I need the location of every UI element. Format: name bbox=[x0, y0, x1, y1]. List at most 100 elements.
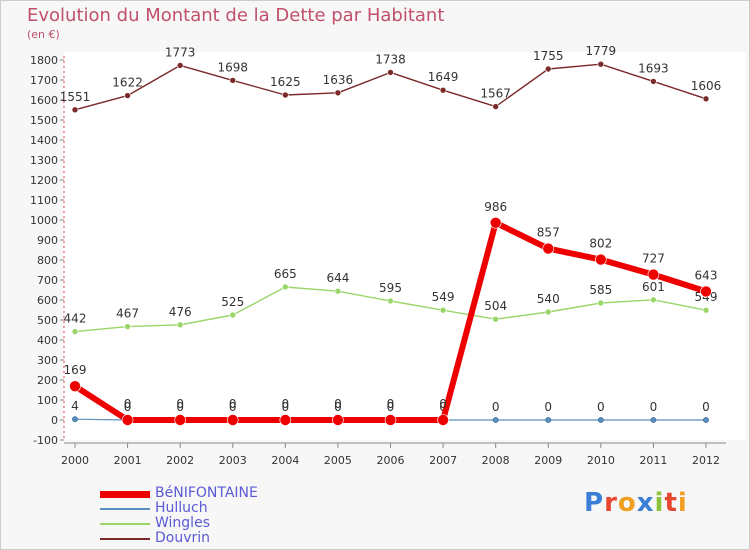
data-label: 504 bbox=[484, 299, 507, 313]
x-tick-label: 2008 bbox=[482, 454, 510, 467]
y-tick-label: 1800 bbox=[30, 54, 58, 67]
data-point bbox=[279, 414, 292, 426]
data-label: 1551 bbox=[60, 90, 91, 104]
data-label: 1636 bbox=[323, 73, 354, 87]
y-tick-label: -100 bbox=[33, 434, 58, 447]
y-tick-label: 700 bbox=[37, 274, 58, 287]
y-tick-label: 300 bbox=[37, 354, 58, 367]
data-point bbox=[124, 323, 131, 330]
y-tick-label: 1200 bbox=[30, 174, 58, 187]
data-label: 0 bbox=[176, 400, 184, 414]
y-tick-label: 1300 bbox=[30, 154, 58, 167]
y-tick-label: 1100 bbox=[30, 194, 58, 207]
y-tick-label: 200 bbox=[37, 374, 58, 387]
data-label: 0 bbox=[544, 400, 552, 414]
data-label: 1606 bbox=[691, 79, 722, 93]
y-tick-label: 500 bbox=[37, 314, 58, 327]
data-label: 0 bbox=[124, 397, 132, 411]
logo-letter: t bbox=[664, 488, 678, 518]
data-label: 0 bbox=[176, 397, 184, 411]
data-label: 802 bbox=[589, 237, 612, 251]
data-point bbox=[384, 414, 397, 426]
data-label: 0 bbox=[702, 400, 710, 414]
data-label: 1567 bbox=[480, 87, 511, 101]
data-point bbox=[121, 414, 134, 426]
data-point bbox=[439, 306, 447, 314]
data-label: 1738 bbox=[375, 52, 406, 66]
data-point bbox=[702, 306, 710, 314]
data-point bbox=[229, 311, 237, 319]
data-label: 601 bbox=[642, 280, 665, 294]
data-point bbox=[71, 328, 79, 335]
data-point bbox=[282, 283, 289, 291]
data-label: 467 bbox=[116, 307, 139, 321]
x-tick-label: 2007 bbox=[429, 454, 457, 467]
data-label: 986 bbox=[484, 200, 507, 214]
data-label: 0 bbox=[650, 400, 658, 414]
data-label: 857 bbox=[537, 226, 560, 240]
logo-letter: x bbox=[636, 488, 655, 518]
data-label: 0 bbox=[282, 397, 290, 411]
data-label: 0 bbox=[387, 397, 395, 411]
data-point bbox=[489, 217, 502, 229]
x-tick-label: 2012 bbox=[692, 454, 720, 467]
y-tick-label: 1500 bbox=[30, 114, 58, 127]
data-label: 1625 bbox=[270, 75, 301, 89]
data-point bbox=[176, 62, 184, 69]
data-label: 585 bbox=[589, 283, 612, 297]
data-label: 0 bbox=[334, 397, 342, 411]
logo-letter: o bbox=[617, 488, 637, 518]
data-label: 476 bbox=[169, 305, 192, 319]
data-point bbox=[492, 417, 499, 423]
data-point bbox=[334, 287, 342, 295]
x-tick-label: 2001 bbox=[114, 454, 142, 467]
proxiti-logo: Proxiti bbox=[584, 488, 688, 518]
data-point bbox=[703, 417, 709, 423]
data-label: 0 bbox=[229, 400, 237, 414]
legend-label: Douvrin bbox=[155, 530, 211, 546]
legend-swatch bbox=[100, 523, 150, 525]
logo-letter: P bbox=[584, 488, 605, 518]
data-label: 1622 bbox=[112, 76, 143, 90]
x-tick-label: 2000 bbox=[61, 454, 89, 467]
data-label: 0 bbox=[439, 400, 447, 414]
data-point bbox=[544, 308, 552, 316]
data-label: 0 bbox=[387, 400, 395, 414]
x-tick-label: 2011 bbox=[639, 454, 667, 467]
y-tick-label: 800 bbox=[37, 254, 58, 267]
data-label: 0 bbox=[124, 400, 132, 414]
legend-label: Wingles bbox=[155, 515, 210, 531]
data-point bbox=[650, 78, 657, 85]
data-label: 442 bbox=[64, 312, 87, 326]
chart-title: Evolution du Montant de la Dette par Hab… bbox=[27, 5, 445, 26]
data-point bbox=[597, 60, 605, 68]
data-point bbox=[700, 285, 712, 298]
data-point bbox=[332, 414, 344, 426]
data-label: 4 bbox=[71, 399, 79, 413]
data-label: 525 bbox=[221, 295, 244, 309]
data-label: 1773 bbox=[165, 45, 196, 59]
data-point bbox=[174, 414, 186, 426]
y-tick-label: 1600 bbox=[30, 94, 58, 107]
y-tick-label: 900 bbox=[37, 234, 58, 247]
data-point bbox=[226, 414, 239, 426]
data-label: 595 bbox=[379, 281, 402, 295]
data-point bbox=[492, 103, 499, 110]
x-tick-label: 2005 bbox=[324, 454, 352, 467]
data-point bbox=[176, 321, 184, 329]
data-label: 549 bbox=[695, 290, 718, 304]
chart-unit: (en €) bbox=[27, 28, 60, 41]
data-label: 1698 bbox=[217, 60, 248, 74]
legend-swatch bbox=[100, 538, 150, 540]
legend-label: BéNIFONTAINE bbox=[155, 485, 258, 501]
data-point bbox=[544, 65, 552, 73]
data-point bbox=[439, 86, 447, 94]
data-label: 644 bbox=[326, 271, 349, 285]
data-point bbox=[229, 77, 237, 84]
data-label: 727 bbox=[642, 252, 665, 266]
legend-swatch bbox=[100, 490, 150, 498]
data-label: 540 bbox=[537, 292, 560, 306]
series-b-nifontaine: 169 0 0 0 0 0 0 0 986 857 802 727 643 bbox=[64, 200, 717, 426]
data-label: 0 bbox=[282, 400, 290, 414]
